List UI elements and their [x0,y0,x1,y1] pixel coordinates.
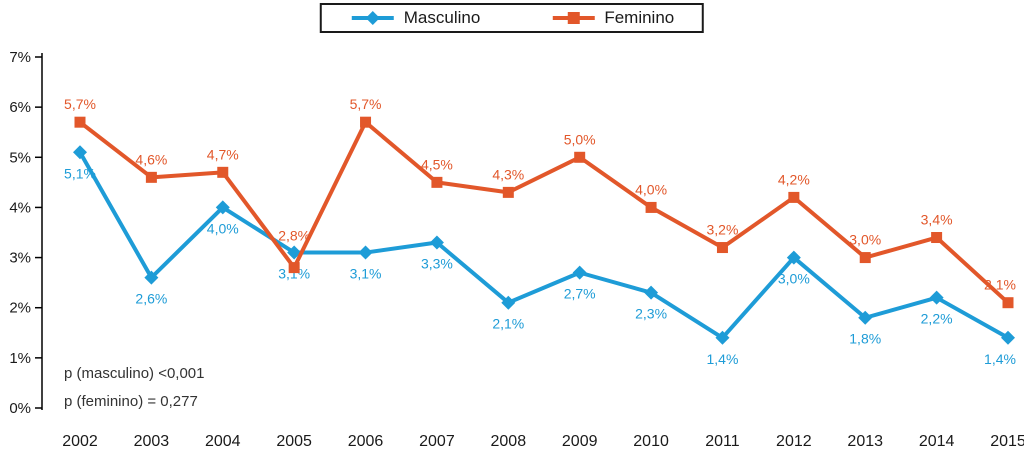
feminino-data-label: 4,5% [421,156,453,172]
masculino-data-label: 4,0% [207,220,239,236]
feminino-data-label: 2,8% [278,228,310,244]
feminino-marker [645,201,657,213]
masculino-marker [215,200,230,215]
x-tick-label: 2012 [776,433,812,450]
feminino-line-marker-icon [552,12,595,24]
masculino-line-marker-icon [351,11,394,25]
x-tick-label: 2005 [276,433,312,450]
masculino-marker [644,285,659,300]
x-tick-label: 2010 [633,433,669,450]
y-tick-label: 6% [9,99,31,116]
masculino-marker [73,145,87,160]
legend-item-feminino: Feminino [550,8,674,28]
feminino-data-label: 5,7% [350,96,382,112]
feminino-marker [431,176,443,188]
masculino-data-label: 3,1% [350,266,382,282]
feminino-marker [288,262,300,274]
p-value-feminino: p (feminino) = 0,277 [64,393,198,410]
x-tick-label: 2006 [348,433,384,450]
x-tick-label: 2011 [705,433,740,450]
feminino-marker [1002,297,1014,309]
x-tick-label: 2015 [990,433,1024,450]
y-tick-label: 5% [9,149,31,166]
feminino-marker [360,116,372,128]
x-tick-label: 2014 [919,433,955,450]
x-tick-label: 2013 [847,433,883,450]
x-tick-label: 2009 [562,433,598,450]
masculino-line [78,150,1010,340]
feminino-marker [931,232,943,244]
feminino-data-label: 4,7% [207,146,239,162]
masculino-marker [715,330,730,345]
masculino-marker [786,250,801,265]
x-tick-label: 2002 [62,433,98,450]
legend-label-masculino: Masculino [403,8,481,27]
masculino-marker [929,290,944,305]
p-values: p (masculino) <0,001 p (feminino) = 0,27… [64,360,205,416]
masculino-data-label: 1,4% [707,351,739,367]
x-tick-label: 2004 [205,433,241,450]
legend-item-masculino: Masculino [350,8,481,28]
feminino-data-label: 4,6% [135,151,167,167]
x-tick-label: 2003 [134,433,170,450]
y-tick-label: 2% [9,300,31,317]
masculino-marker [858,310,873,325]
chart-legend: Masculino Feminino [319,3,705,33]
masculino-data-label: 2,6% [135,291,167,307]
feminino-data-label: 2,1% [984,277,1016,293]
feminino-data-label: 3,2% [707,222,739,238]
masculino-marker [358,245,373,260]
feminino-line [78,120,1010,305]
x-tick-label: 2007 [419,433,455,450]
masculino-marker [429,235,444,250]
masculino-marker [572,265,587,280]
masculino-data-label: 1,4% [984,351,1016,367]
feminino-data-label: 3,0% [849,232,881,248]
feminino-marker [574,151,586,163]
feminino-data-label: 5,0% [564,131,596,147]
y-tick-label: 3% [9,250,31,267]
feminino-data-label: 4,3% [492,166,524,182]
feminino-data-label: 4,2% [778,171,810,187]
masculino-marker [501,295,516,310]
legend-label-feminino: Feminino [604,8,675,27]
y-tick-label: 1% [9,350,31,367]
masculino-data-label: 2,1% [492,316,524,332]
masculino-data-label: 2,2% [921,311,953,327]
y-tick-label: 7% [9,49,31,66]
feminino-marker [716,242,728,254]
masculino-data-label: 2,3% [635,306,667,322]
masculino-data-label: 2,7% [564,286,596,302]
masculino-data-label: 3,1% [278,266,310,282]
feminino-marker [788,191,800,203]
feminino-marker [145,171,157,183]
y-tick-label: 0% [9,400,31,417]
feminino-data-label: 5,7% [64,96,96,112]
masculino-marker [144,270,159,285]
masculino-data-label: 5,1% [64,165,96,181]
masculino-data-label: 3,0% [778,271,810,287]
x-tick-label: 2008 [491,433,527,450]
masculino-marker [1001,330,1015,345]
feminino-marker [74,116,86,128]
masculino-data-label: 3,3% [421,256,453,272]
y-tick-label: 4% [9,199,31,216]
masculino-data-label: 1,8% [849,331,881,347]
feminino-data-label: 4,0% [635,181,667,197]
feminino-data-label: 3,4% [921,212,953,228]
feminino-marker [859,252,871,264]
feminino-marker [217,166,229,178]
feminino-marker [502,186,514,198]
p-value-masculino: p (masculino) <0,001 [64,365,205,382]
